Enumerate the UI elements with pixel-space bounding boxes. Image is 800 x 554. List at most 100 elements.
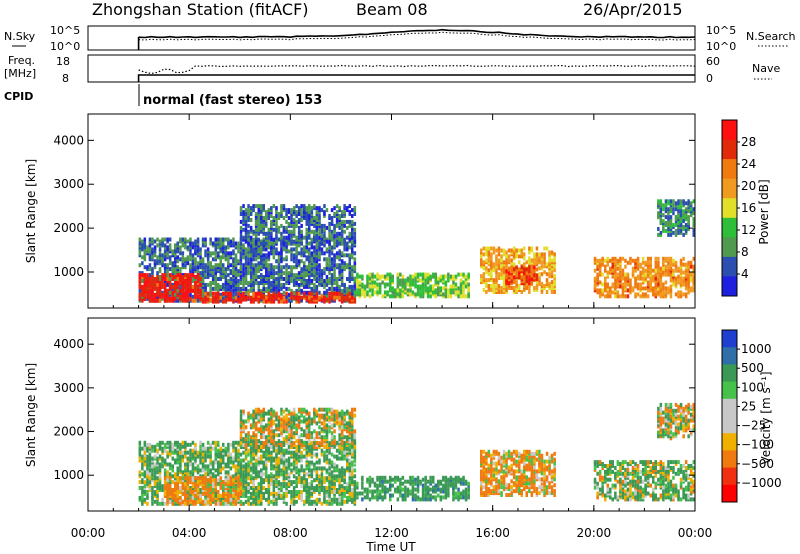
echo-cell bbox=[287, 271, 291, 276]
echo-cell bbox=[260, 273, 263, 278]
echo-cell bbox=[346, 290, 349, 295]
echo-cell bbox=[497, 258, 501, 263]
echo-cell bbox=[363, 284, 367, 289]
echo-cell bbox=[141, 486, 144, 490]
echo-cell bbox=[672, 207, 675, 212]
echo-cell bbox=[502, 280, 506, 285]
echo-cell bbox=[305, 482, 308, 487]
echo-cell bbox=[239, 251, 243, 256]
echo-cell bbox=[523, 271, 526, 276]
echo-cell bbox=[282, 247, 286, 252]
echo-cell bbox=[163, 249, 167, 254]
echo-cell bbox=[201, 297, 205, 302]
echo-cell bbox=[338, 295, 341, 300]
echo-cell bbox=[672, 199, 675, 204]
echo-cell bbox=[414, 272, 417, 277]
echo-cell bbox=[682, 270, 685, 275]
echo-cell bbox=[305, 450, 308, 455]
echo-cell bbox=[206, 269, 210, 274]
echo-cell bbox=[361, 274, 364, 279]
echo-cell bbox=[340, 288, 344, 293]
echo-cell bbox=[249, 474, 253, 479]
echo-cell bbox=[290, 265, 293, 270]
echo-cell bbox=[325, 297, 329, 302]
echo-cell bbox=[171, 456, 174, 461]
echo-cell bbox=[270, 499, 273, 504]
echo-cell bbox=[313, 249, 316, 254]
echo-cell bbox=[530, 269, 534, 274]
echo-cell bbox=[237, 286, 240, 291]
echo-cell bbox=[262, 257, 265, 262]
echo-cell bbox=[528, 265, 531, 270]
echo-cell bbox=[153, 282, 157, 287]
echo-cell bbox=[323, 233, 326, 238]
echo-cell bbox=[677, 199, 680, 204]
echo-cell bbox=[315, 291, 319, 296]
echo-cell bbox=[308, 490, 311, 494]
echo-cell bbox=[300, 288, 303, 293]
echo-cell bbox=[219, 468, 222, 473]
echo-cell bbox=[184, 290, 187, 295]
echo-cell bbox=[229, 269, 233, 274]
echo-cell bbox=[305, 279, 308, 283]
echo-cell bbox=[138, 292, 142, 297]
echo-cell bbox=[290, 288, 293, 293]
echo-cell bbox=[201, 288, 205, 293]
echo-cell bbox=[217, 288, 220, 293]
echo-cell bbox=[244, 450, 248, 455]
echo-cell bbox=[609, 286, 612, 291]
y-tick-label: 3000 bbox=[53, 177, 84, 191]
echo-cell bbox=[434, 288, 437, 293]
echo-cell bbox=[682, 292, 685, 297]
echo-cell bbox=[141, 472, 144, 477]
echo-cell bbox=[667, 221, 670, 225]
echo-cell bbox=[525, 279, 528, 284]
echo-cell bbox=[295, 484, 298, 489]
echo-cell bbox=[320, 275, 324, 279]
echo-cell bbox=[378, 274, 382, 279]
echo-cell bbox=[290, 450, 293, 455]
echo-cell bbox=[179, 245, 182, 250]
echo-cell bbox=[621, 268, 625, 273]
echo-cell bbox=[252, 229, 255, 234]
echo-cell bbox=[662, 213, 665, 218]
echo-cell bbox=[346, 277, 349, 281]
echo-cell bbox=[211, 295, 215, 300]
echo-cell bbox=[535, 284, 539, 288]
echo-cell bbox=[351, 265, 354, 270]
echo-cell bbox=[389, 278, 392, 283]
echo-cell bbox=[295, 452, 298, 457]
echo-cell bbox=[553, 252, 556, 257]
echo-cell bbox=[313, 245, 316, 250]
echo-cell bbox=[247, 476, 250, 481]
echo-cell bbox=[669, 232, 673, 237]
echo-cell bbox=[318, 277, 321, 281]
echo-cell bbox=[141, 446, 144, 451]
echo-cell bbox=[604, 258, 607, 263]
echo-cell bbox=[239, 464, 243, 469]
echo-cell bbox=[239, 225, 243, 230]
echo-cell bbox=[646, 288, 650, 293]
echo-cell bbox=[275, 480, 278, 485]
echo-cell bbox=[323, 204, 326, 209]
echo-cell bbox=[672, 223, 675, 227]
echo-cell bbox=[543, 260, 546, 265]
echo-cell bbox=[646, 260, 650, 265]
echo-cell bbox=[270, 442, 273, 447]
echo-cell bbox=[614, 294, 617, 299]
echo-cell bbox=[282, 282, 286, 287]
echo-cell bbox=[151, 493, 154, 498]
echo-cell bbox=[282, 271, 286, 276]
echo-cell bbox=[186, 468, 190, 473]
echo-cell bbox=[174, 448, 177, 453]
echo-cell bbox=[485, 266, 488, 271]
echo-cell bbox=[356, 284, 359, 289]
echo-cell bbox=[201, 243, 205, 248]
echo-cell bbox=[239, 212, 243, 216]
echo-cell bbox=[290, 208, 293, 213]
echo-cell bbox=[495, 254, 498, 259]
echo-cell bbox=[543, 252, 546, 257]
echo-cell bbox=[189, 448, 192, 453]
echo-cell bbox=[300, 450, 303, 455]
